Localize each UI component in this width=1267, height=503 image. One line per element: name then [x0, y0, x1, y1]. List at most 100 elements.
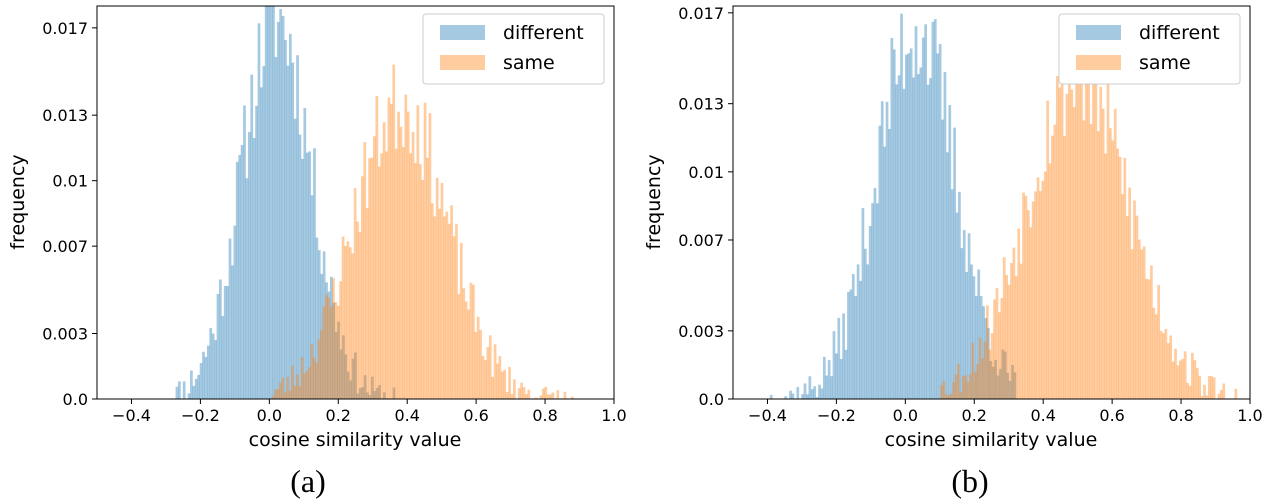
bar-same-28 — [1000, 297, 1004, 399]
y-tick-label: 0.003 — [678, 322, 724, 341]
bar-same-93 — [493, 344, 497, 399]
bar-different-52 — [291, 62, 295, 400]
series-different-b — [769, 13, 1017, 400]
caption-b: (b) — [951, 463, 988, 499]
bar-different-23 — [822, 356, 826, 399]
bar-same-23 — [324, 294, 328, 399]
bar-same-84 — [472, 284, 475, 399]
bar-different-40 — [863, 248, 867, 399]
bar-same-30 — [1005, 274, 1008, 399]
bar-same-73 — [1109, 128, 1112, 400]
legend-swatch-same-b — [1076, 55, 1121, 70]
bar-different-63 — [317, 250, 321, 399]
bar-different-51 — [288, 33, 292, 400]
bar-same-29 — [339, 281, 343, 399]
bar-same-37 — [1022, 192, 1025, 399]
y-ticks-b: 0.0 0.003 0.007 0.01 0.013 0.017 — [678, 4, 733, 409]
bar-different-50 — [286, 65, 290, 400]
bar-same-40 — [1029, 227, 1033, 399]
bar-same-74 — [1111, 140, 1115, 399]
bar-same-78 — [1121, 194, 1124, 399]
bar-same-112 — [1203, 384, 1206, 399]
bar-different-70 — [334, 331, 338, 399]
bar-different-24 — [223, 285, 227, 399]
bar-same-100 — [510, 394, 514, 399]
bar-different-43 — [871, 203, 874, 399]
bar-different-60 — [912, 77, 915, 400]
bar-same-86 — [476, 316, 480, 399]
bar-different-87 — [977, 269, 981, 399]
bar-different-80 — [358, 388, 362, 399]
bar-same-110 — [1198, 375, 1202, 399]
bar-same-99 — [1171, 361, 1175, 399]
bar-same-55 — [1065, 93, 1069, 399]
bar-same-15 — [305, 370, 309, 399]
x-tick-label: 0.4 — [1030, 406, 1055, 425]
bar-different-32 — [844, 349, 848, 399]
bar-same-89 — [484, 360, 487, 399]
bar-different-62 — [315, 237, 319, 399]
x-tick-label: 0.0 — [893, 406, 918, 425]
bar-same-44 — [375, 96, 379, 399]
bar-same-42 — [370, 157, 374, 399]
bar-different-46 — [878, 125, 882, 400]
bar-different-37 — [255, 105, 258, 400]
bar-different-44 — [873, 188, 877, 399]
bar-same-91 — [488, 335, 492, 399]
bar-different-75 — [948, 105, 952, 399]
bar-different-78 — [354, 352, 357, 399]
bar-same-9 — [291, 365, 294, 399]
bar-different-68 — [329, 276, 333, 399]
bar-different-66 — [325, 282, 328, 399]
y-tick-label: 0.017 — [678, 4, 724, 23]
bar-same-19 — [315, 362, 318, 399]
bar-different-35 — [250, 74, 254, 399]
bar-different-77 — [351, 358, 355, 399]
bar-same-43 — [1036, 177, 1040, 399]
y-tick-label: 0.003 — [42, 325, 88, 344]
bar-different-25 — [827, 360, 831, 399]
bar-different-56 — [902, 88, 906, 399]
bar-same-71 — [440, 182, 444, 399]
bar-same-39 — [363, 142, 367, 400]
bar-same-24 — [327, 297, 330, 399]
bar-same-83 — [469, 282, 473, 399]
bar-different-84 — [368, 395, 372, 399]
bar-same-8 — [952, 382, 955, 399]
bar-same-33 — [348, 247, 352, 399]
bar-same-47 — [1046, 100, 1050, 399]
bar-different-59 — [308, 151, 311, 399]
bar-different-96 — [999, 368, 1002, 399]
bar-different-11 — [192, 385, 196, 399]
bar-same-80 — [462, 288, 466, 399]
bar-same-4 — [278, 382, 282, 399]
bar-different-33 — [847, 291, 850, 399]
legend-frame-b — [1058, 13, 1241, 85]
bar-same-113 — [1205, 395, 1209, 399]
bar-different-20 — [214, 340, 217, 399]
x-tick-label: −0.2 — [817, 406, 856, 425]
bar-different-80 — [960, 248, 964, 399]
bar-different-32 — [243, 105, 246, 400]
bar-same-12 — [298, 386, 301, 399]
bar-same-1 — [271, 395, 275, 399]
bar-same-32 — [1010, 263, 1013, 399]
bar-same-76 — [1116, 148, 1119, 399]
x-tick-label: 0.4 — [394, 406, 419, 425]
bar-same-3 — [940, 385, 943, 399]
bar-different-7 — [182, 381, 186, 399]
bar-different-12 — [796, 387, 800, 399]
bar-same-96 — [500, 371, 504, 399]
y-tick-label: 0.007 — [42, 237, 88, 256]
x-tick-label: 0.6 — [463, 406, 488, 425]
bar-different-82 — [363, 375, 367, 399]
bar-different-26 — [830, 376, 833, 399]
bar-same-119 — [1220, 389, 1223, 399]
bar-same-113 — [541, 388, 545, 399]
bar-same-18 — [312, 357, 316, 399]
bar-different-33 — [245, 178, 249, 399]
bar-same-46 — [380, 153, 384, 399]
bar-different-19 — [813, 386, 817, 399]
x-ticks-a: −0.4 −0.2 0.0 0.2 0.4 0.6 0.8 1.0 — [112, 399, 627, 425]
